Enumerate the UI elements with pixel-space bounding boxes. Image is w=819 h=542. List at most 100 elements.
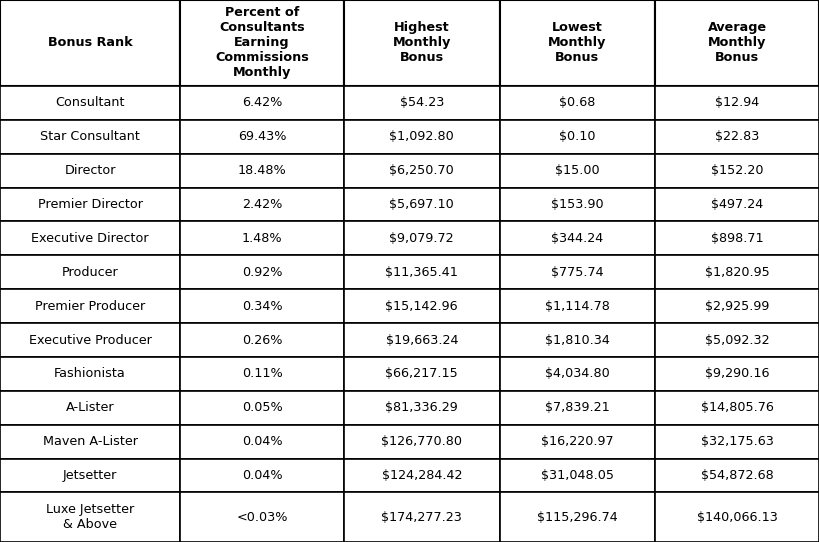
Text: $124,284.42: $124,284.42 (382, 469, 462, 482)
Bar (0, 0, 180, 86)
Text: $140,066.13: $140,066.13 (697, 511, 777, 524)
Bar (0, 459, 180, 493)
Text: $22.83: $22.83 (715, 130, 759, 143)
Bar (0, 357, 180, 391)
Bar (655, 323, 819, 357)
Bar (500, 188, 655, 222)
Bar (655, 391, 819, 425)
Text: $1,810.34: $1,810.34 (545, 333, 610, 346)
Text: $54,872.68: $54,872.68 (701, 469, 773, 482)
Text: $174,277.23: $174,277.23 (382, 511, 462, 524)
Bar (344, 188, 500, 222)
Bar (0, 188, 180, 222)
Text: $14,805.76: $14,805.76 (701, 401, 773, 414)
Bar (180, 357, 344, 391)
Text: Premier Producer: Premier Producer (35, 300, 145, 313)
Bar (655, 188, 819, 222)
Bar (180, 154, 344, 188)
Bar (500, 323, 655, 357)
Bar (500, 86, 655, 120)
Text: Jetsetter: Jetsetter (63, 469, 117, 482)
Text: A-Lister: A-Lister (66, 401, 115, 414)
Bar (500, 120, 655, 154)
Text: $5,697.10: $5,697.10 (389, 198, 455, 211)
Text: Fashionista: Fashionista (54, 367, 126, 380)
Text: $344.24: $344.24 (551, 232, 604, 245)
Text: 0.04%: 0.04% (242, 469, 283, 482)
Text: $115,296.74: $115,296.74 (537, 511, 618, 524)
Text: $497.24: $497.24 (711, 198, 763, 211)
Text: 69.43%: 69.43% (238, 130, 287, 143)
Text: $11,365.41: $11,365.41 (386, 266, 458, 279)
Text: Star Consultant: Star Consultant (40, 130, 140, 143)
Text: $12.94: $12.94 (715, 96, 759, 109)
Text: 0.92%: 0.92% (242, 266, 283, 279)
Text: Maven A-Lister: Maven A-Lister (43, 435, 138, 448)
Bar (500, 391, 655, 425)
Bar (344, 86, 500, 120)
Text: $1,114.78: $1,114.78 (545, 300, 610, 313)
Bar (500, 289, 655, 323)
Bar (180, 255, 344, 289)
Bar (0, 120, 180, 154)
Bar (500, 357, 655, 391)
Text: $81,336.29: $81,336.29 (386, 401, 458, 414)
Text: 6.42%: 6.42% (242, 96, 283, 109)
Bar (180, 289, 344, 323)
Text: 0.05%: 0.05% (242, 401, 283, 414)
Bar (0, 493, 180, 542)
Bar (344, 391, 500, 425)
Bar (180, 0, 344, 86)
Bar (344, 289, 500, 323)
Bar (0, 222, 180, 255)
Bar (344, 255, 500, 289)
Text: $2,925.99: $2,925.99 (705, 300, 769, 313)
Bar (500, 493, 655, 542)
Text: Percent of
Consultants
Earning
Commissions
Monthly: Percent of Consultants Earning Commissio… (215, 7, 309, 80)
Text: $152.20: $152.20 (711, 164, 763, 177)
Bar (344, 120, 500, 154)
Text: $0.10: $0.10 (559, 130, 595, 143)
Text: <0.03%: <0.03% (237, 511, 287, 524)
Text: $5,092.32: $5,092.32 (705, 333, 769, 346)
Bar (180, 459, 344, 493)
Text: 18.48%: 18.48% (238, 164, 287, 177)
Text: 2.42%: 2.42% (242, 198, 283, 211)
Bar (0, 289, 180, 323)
Bar (344, 357, 500, 391)
Bar (500, 459, 655, 493)
Text: $153.90: $153.90 (551, 198, 604, 211)
Text: Highest
Monthly
Bonus: Highest Monthly Bonus (392, 22, 451, 64)
Bar (180, 120, 344, 154)
Text: $775.74: $775.74 (551, 266, 604, 279)
Text: $16,220.97: $16,220.97 (541, 435, 613, 448)
Bar (344, 154, 500, 188)
Bar (180, 222, 344, 255)
Bar (180, 391, 344, 425)
Bar (180, 493, 344, 542)
Text: Average
Monthly
Bonus: Average Monthly Bonus (708, 22, 767, 64)
Text: $898.71: $898.71 (711, 232, 763, 245)
Bar (344, 323, 500, 357)
Bar (344, 222, 500, 255)
Text: Producer: Producer (61, 266, 119, 279)
Bar (655, 459, 819, 493)
Text: Director: Director (65, 164, 115, 177)
Bar (655, 425, 819, 459)
Bar (0, 255, 180, 289)
Text: Bonus Rank: Bonus Rank (48, 36, 133, 49)
Text: Luxe Jetsetter
& Above: Luxe Jetsetter & Above (46, 503, 134, 531)
Text: 1.48%: 1.48% (242, 232, 283, 245)
Bar (500, 255, 655, 289)
Bar (655, 493, 819, 542)
Bar (0, 323, 180, 357)
Text: $15.00: $15.00 (555, 164, 600, 177)
Text: $66,217.15: $66,217.15 (386, 367, 458, 380)
Text: 0.04%: 0.04% (242, 435, 283, 448)
Text: $19,663.24: $19,663.24 (386, 333, 458, 346)
Text: $0.68: $0.68 (559, 96, 595, 109)
Text: $4,034.80: $4,034.80 (545, 367, 610, 380)
Text: $9,290.16: $9,290.16 (705, 367, 769, 380)
Text: Consultant: Consultant (56, 96, 124, 109)
Bar (0, 425, 180, 459)
